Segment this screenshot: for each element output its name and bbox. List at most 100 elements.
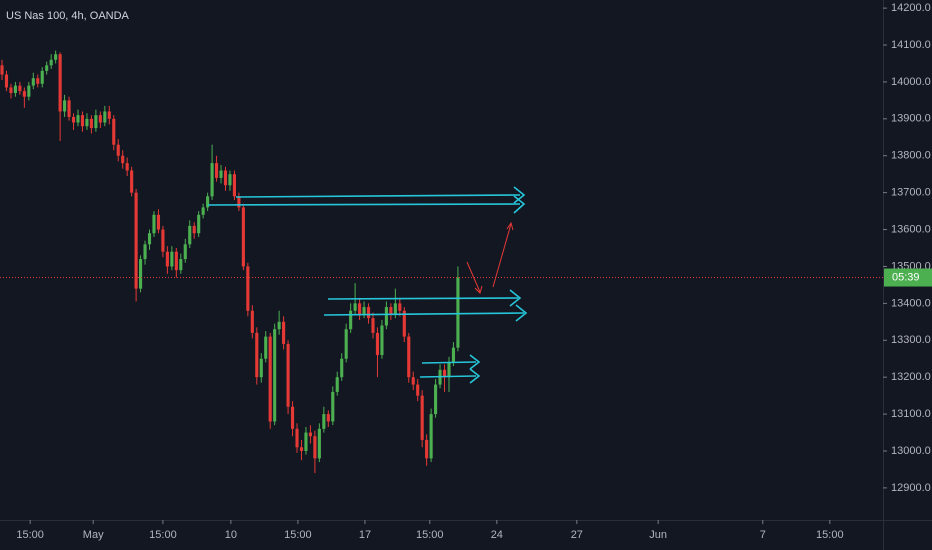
y-tick-label: 13000.0 <box>891 445 931 457</box>
candle-body <box>112 118 116 145</box>
candle-body <box>156 214 161 230</box>
candle-body <box>326 414 330 422</box>
candle-body <box>67 100 71 117</box>
candle-body <box>290 406 295 429</box>
candle-body <box>277 321 281 330</box>
drawn-line <box>327 297 519 300</box>
candle-body <box>389 307 393 315</box>
candle-body <box>268 336 272 422</box>
candle-body <box>94 115 98 129</box>
candle-body <box>54 54 58 60</box>
candle-body <box>161 229 165 252</box>
y-tick-label: 13900.0 <box>891 113 931 125</box>
x-tick-label: 10 <box>225 529 237 541</box>
candle-body <box>425 439 429 459</box>
candle-body <box>71 116 76 123</box>
candle-body <box>139 259 143 289</box>
candle-body <box>76 115 80 123</box>
candle-body <box>232 174 237 197</box>
arrow-head <box>513 195 526 214</box>
candle-body <box>85 118 89 127</box>
candle-body <box>197 214 201 234</box>
y-tick-label: 13200.0 <box>891 371 931 383</box>
candle-body <box>246 266 250 311</box>
candle-body <box>49 59 53 66</box>
candle-body <box>308 432 312 437</box>
candle-body <box>353 303 357 311</box>
x-tick-label: Jun <box>649 529 667 541</box>
x-tick-label: 17 <box>359 529 371 541</box>
candle-body <box>45 65 49 71</box>
candle-body <box>362 307 366 315</box>
drawn-line <box>323 312 525 316</box>
candle-body <box>304 432 308 451</box>
price-label <box>884 268 932 287</box>
candle-body <box>103 111 107 123</box>
candle-body <box>335 377 339 392</box>
y-tick-label: 14200.0 <box>891 2 931 14</box>
candle-body <box>201 207 205 215</box>
arrow-head <box>469 354 481 370</box>
candle-body <box>219 170 223 178</box>
candle-body <box>18 85 22 92</box>
candle-body <box>214 163 219 178</box>
arrow-head <box>513 186 526 204</box>
y-tick-label: 12900.0 <box>891 482 931 494</box>
x-tick-label: May <box>83 529 104 541</box>
candle-body <box>411 377 415 385</box>
x-tick-label: 27 <box>571 529 583 541</box>
drawn-line <box>419 375 477 378</box>
candle-body <box>456 277 460 348</box>
candle-body <box>134 192 138 289</box>
candle-body <box>223 170 228 186</box>
candle-body <box>322 414 326 429</box>
candle-body <box>282 321 286 344</box>
candle-body <box>13 85 17 94</box>
candle-body <box>344 329 348 359</box>
y-tick-label: 13800.0 <box>891 150 931 162</box>
x-tick-label: 7 <box>760 529 766 541</box>
candle-body <box>125 163 129 171</box>
y-tick-label: 13100.0 <box>891 408 931 420</box>
candle-body <box>130 170 134 193</box>
arrow-head <box>474 285 483 294</box>
candle-body <box>188 225 192 245</box>
candle-body <box>447 362 451 378</box>
candle-body <box>299 447 304 451</box>
x-tick-label: 15:00 <box>416 529 444 541</box>
arrow-head <box>469 368 481 384</box>
candle-body <box>358 303 362 315</box>
candle-body <box>264 336 268 359</box>
candle-body <box>255 332 259 378</box>
x-tick-label: 24 <box>491 529 503 541</box>
y-tick-label: 13600.0 <box>891 223 931 235</box>
drawn-line <box>421 361 477 364</box>
candle-body <box>295 428 299 448</box>
countdown-label: 05:39 <box>892 271 920 283</box>
drawn-line <box>207 203 521 206</box>
candle-body <box>116 144 120 156</box>
x-tick-label: 15:00 <box>16 529 44 541</box>
candle-body <box>366 307 371 319</box>
x-tick-label: 15:00 <box>149 529 177 541</box>
candle-body <box>107 111 111 119</box>
drawn-arrow <box>492 223 512 288</box>
candle-body <box>36 78 40 84</box>
candle-body <box>331 391 335 422</box>
candle-body <box>241 207 245 267</box>
candle-body <box>27 85 31 97</box>
drawn-arrows <box>466 221 514 294</box>
candle-body <box>206 196 210 208</box>
candle-body <box>451 347 456 363</box>
candle-body <box>416 384 420 396</box>
candle-body <box>22 91 26 97</box>
candle-body <box>31 78 35 86</box>
candle-body <box>174 251 178 271</box>
candle-body <box>286 343 290 407</box>
candle-body <box>170 251 174 267</box>
candle-body <box>40 70 44 84</box>
candle-body <box>9 87 13 94</box>
plot <box>0 50 883 474</box>
